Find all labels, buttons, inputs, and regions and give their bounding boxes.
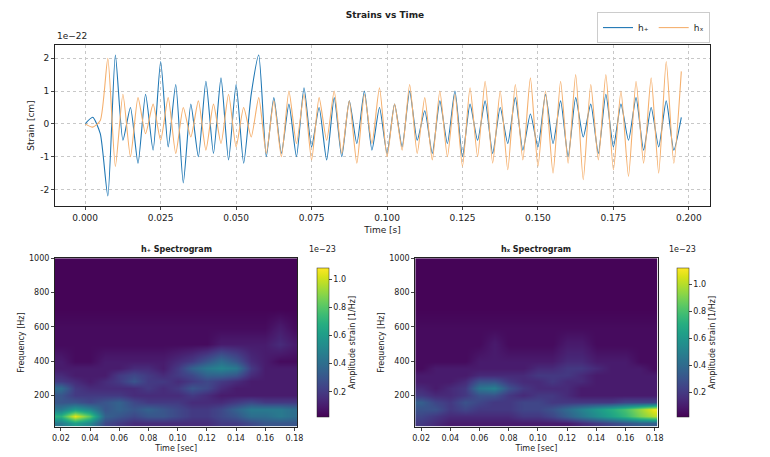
- svg-text:0.10: 0.10: [529, 434, 547, 443]
- svg-text:0.4: 0.4: [693, 361, 706, 370]
- svg-text:Strain [cm]: Strain [cm]: [26, 100, 36, 150]
- svg-text:400: 400: [394, 357, 409, 366]
- svg-text:Time [sec]: Time [sec]: [154, 444, 197, 453]
- svg-text:0.12: 0.12: [558, 434, 576, 443]
- svg-text:0.6: 0.6: [333, 331, 346, 340]
- svg-text:0.02: 0.02: [52, 434, 70, 443]
- svg-text:400: 400: [34, 357, 49, 366]
- svg-text:0.14: 0.14: [587, 434, 605, 443]
- svg-text:Amplitude strain [1/Hz]: Amplitude strain [1/Hz]: [348, 296, 357, 389]
- svg-text:0.12: 0.12: [198, 434, 216, 443]
- svg-text:0.8: 0.8: [693, 307, 706, 316]
- svg-text:0.000: 0.000: [72, 213, 98, 223]
- svg-text:0.02: 0.02: [412, 434, 430, 443]
- svg-text:0.04: 0.04: [441, 434, 459, 443]
- svg-text:0.08: 0.08: [500, 434, 518, 443]
- svg-text:1.0: 1.0: [693, 280, 706, 289]
- svg-text:1000: 1000: [29, 254, 49, 263]
- svg-text:Strains vs Time: Strains vs Time: [346, 10, 424, 20]
- svg-text:hₓ: hₓ: [694, 23, 704, 33]
- svg-text:0.4: 0.4: [333, 359, 346, 368]
- svg-text:1000: 1000: [389, 254, 409, 263]
- svg-text:0.2: 0.2: [333, 388, 346, 397]
- svg-text:0.025: 0.025: [148, 213, 174, 223]
- svg-text:0.06: 0.06: [110, 434, 128, 443]
- svg-text:-1: -1: [40, 152, 49, 162]
- svg-text:0.200: 0.200: [676, 213, 702, 223]
- svg-text:0.175: 0.175: [601, 213, 627, 223]
- svg-text:-2: -2: [40, 185, 49, 195]
- svg-text:0.06: 0.06: [471, 434, 489, 443]
- svg-text:200: 200: [34, 391, 49, 400]
- svg-text:1e−23: 1e−23: [669, 245, 696, 254]
- svg-text:2: 2: [43, 53, 49, 63]
- svg-text:0.18: 0.18: [286, 434, 304, 443]
- svg-text:0.150: 0.150: [525, 213, 551, 223]
- svg-text:0.14: 0.14: [227, 434, 245, 443]
- svg-text:200: 200: [394, 391, 409, 400]
- svg-text:1e−22: 1e−22: [57, 31, 87, 41]
- svg-text:800: 800: [394, 288, 409, 297]
- svg-text:0.04: 0.04: [81, 434, 99, 443]
- svg-text:hₓ Spectrogram: hₓ Spectrogram: [501, 245, 571, 254]
- svg-text:0.8: 0.8: [333, 303, 346, 312]
- svg-text:0.075: 0.075: [299, 213, 325, 223]
- svg-text:h₊: h₊: [638, 23, 649, 33]
- svg-text:1.0: 1.0: [333, 275, 346, 284]
- svg-text:Frequency [Hz]: Frequency [Hz]: [17, 312, 26, 372]
- svg-text:0: 0: [43, 119, 49, 129]
- svg-text:0.125: 0.125: [450, 213, 476, 223]
- svg-text:0.10: 0.10: [169, 434, 187, 443]
- svg-text:0.6: 0.6: [693, 334, 706, 343]
- svg-text:600: 600: [34, 323, 49, 332]
- svg-text:Time [s]: Time [s]: [363, 225, 401, 235]
- svg-text:h₊ Spectrogram: h₊ Spectrogram: [141, 245, 212, 254]
- svg-text:0.18: 0.18: [646, 434, 664, 443]
- svg-text:1e−23: 1e−23: [309, 245, 336, 254]
- svg-text:0.08: 0.08: [140, 434, 158, 443]
- svg-text:600: 600: [394, 323, 409, 332]
- svg-text:0.16: 0.16: [256, 434, 274, 443]
- svg-text:Amplitude strain [1/Hz]: Amplitude strain [1/Hz]: [708, 296, 717, 389]
- svg-text:800: 800: [34, 288, 49, 297]
- svg-text:0.050: 0.050: [223, 213, 249, 223]
- svg-text:Time [sec]: Time [sec]: [514, 444, 557, 453]
- svg-text:Frequency [Hz]: Frequency [Hz]: [377, 312, 386, 372]
- svg-text:0.100: 0.100: [374, 213, 400, 223]
- svg-text:0.16: 0.16: [617, 434, 635, 443]
- svg-text:1: 1: [43, 86, 49, 96]
- svg-text:0.2: 0.2: [693, 388, 706, 397]
